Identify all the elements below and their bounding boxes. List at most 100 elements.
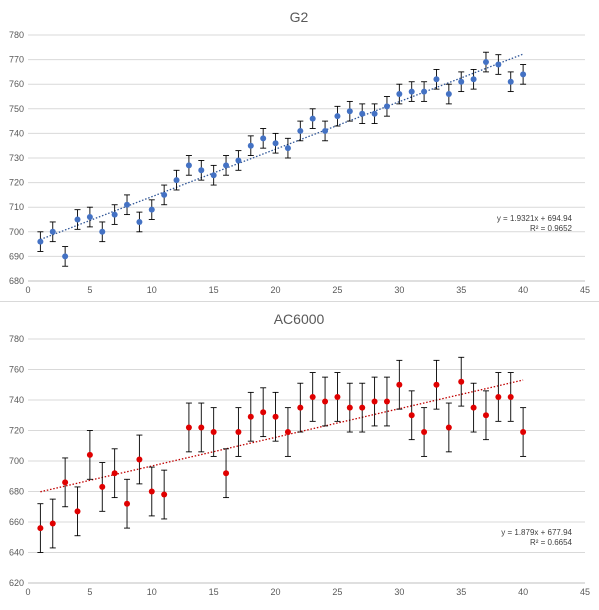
y-tick-label: 760 (9, 365, 24, 375)
data-point (383, 398, 390, 405)
x-tick-label: 25 (332, 587, 342, 597)
chart-panel-g2: G2 y = 1.9321x + 694.94 R² = 0.9652 680 6… (0, 0, 599, 302)
data-point (396, 381, 403, 388)
data-point (421, 429, 428, 436)
data-point (458, 378, 465, 385)
y-tick-label: 750 (9, 104, 24, 114)
data-point (161, 191, 168, 198)
data-point (136, 456, 143, 463)
y-tick-label: 780 (9, 334, 24, 344)
data-point (86, 451, 93, 458)
x-tick-label: 0 (25, 587, 30, 597)
data-point (445, 91, 452, 98)
data-point (507, 393, 514, 400)
data-point (74, 508, 81, 515)
data-point (408, 412, 415, 419)
y-tick-label: 740 (9, 128, 24, 138)
data-point (520, 429, 527, 436)
data-point (62, 479, 69, 486)
data-point (470, 76, 477, 83)
y-tick-label: 780 (9, 30, 24, 40)
data-point (37, 238, 44, 245)
data-point (223, 162, 230, 169)
data-point (198, 167, 205, 174)
data-point (173, 177, 180, 184)
data-point (185, 162, 192, 169)
data-point (346, 108, 353, 115)
data-point (161, 491, 168, 498)
chart-ac6000: AC6000 y = 1.879x + 677.94 R² = 0.6654 6… (9, 311, 590, 597)
data-point (297, 127, 304, 134)
data-point (334, 393, 341, 400)
x-tick-label: 0 (25, 285, 30, 295)
chart-title: AC6000 (274, 311, 325, 327)
y-tick-label: 710 (9, 202, 24, 212)
x-tick-label: 35 (456, 587, 466, 597)
data-point (334, 113, 341, 120)
data-point (210, 172, 217, 179)
data-point (136, 218, 143, 225)
data-point (371, 110, 378, 117)
data-point (482, 59, 489, 66)
chart-title: G2 (290, 9, 309, 25)
trendline (40, 379, 524, 493)
data-point (396, 91, 403, 98)
data-point (210, 429, 217, 436)
y-tick-label: 720 (9, 178, 24, 188)
y-tick-label: 740 (9, 395, 24, 405)
data-point (421, 88, 428, 95)
data-point (235, 429, 242, 436)
data-point (247, 413, 254, 420)
data-point (322, 398, 329, 405)
data-point (495, 61, 502, 68)
y-tick-label: 620 (9, 578, 24, 588)
data-point (124, 201, 131, 208)
data-point (111, 470, 118, 477)
data-point (223, 470, 230, 477)
y-tick-label: 700 (9, 456, 24, 466)
data-point (433, 381, 440, 388)
data-point (260, 409, 267, 416)
data-point (433, 76, 440, 83)
data-point (148, 206, 155, 213)
data-point (74, 216, 81, 223)
data-point (49, 520, 56, 527)
x-tick-label: 20 (271, 587, 281, 597)
y-tick-label: 660 (9, 517, 24, 527)
data-point (86, 214, 93, 221)
chart-panel-ac6000: AC6000 y = 1.879x + 677.94 R² = 0.6654 6… (0, 302, 599, 605)
data-point (284, 145, 291, 152)
trendline-r2: R² = 0.9652 (530, 224, 573, 233)
data-point (148, 488, 155, 495)
x-tick-label: 10 (147, 285, 157, 295)
data-point (235, 157, 242, 164)
data-point (470, 404, 477, 411)
data-point (309, 393, 316, 400)
x-tick-label: 15 (209, 285, 219, 295)
x-tick-label: 25 (332, 285, 342, 295)
y-tick-label: 700 (9, 227, 24, 237)
x-tick-label: 40 (518, 285, 528, 295)
data-point (99, 483, 106, 490)
x-tick-label: 45 (580, 587, 590, 597)
data-point (62, 253, 69, 260)
y-tick-label: 720 (9, 426, 24, 436)
x-tick-label: 5 (87, 587, 92, 597)
x-tick-label: 30 (394, 587, 404, 597)
y-tick-label: 770 (9, 55, 24, 65)
data-point (260, 135, 267, 142)
x-tick-label: 5 (87, 285, 92, 295)
y-tick-label: 760 (9, 79, 24, 89)
data-point (371, 398, 378, 405)
data-point (309, 115, 316, 122)
data-point (49, 228, 56, 235)
x-tick-label: 30 (394, 285, 404, 295)
data-point (284, 429, 291, 436)
x-tick-label: 45 (580, 285, 590, 295)
data-point (124, 500, 131, 507)
data-point (346, 404, 353, 411)
data-point (185, 424, 192, 431)
chart-g2: G2 y = 1.9321x + 694.94 R² = 0.9652 680 6… (9, 9, 590, 295)
x-tick-label: 10 (147, 587, 157, 597)
